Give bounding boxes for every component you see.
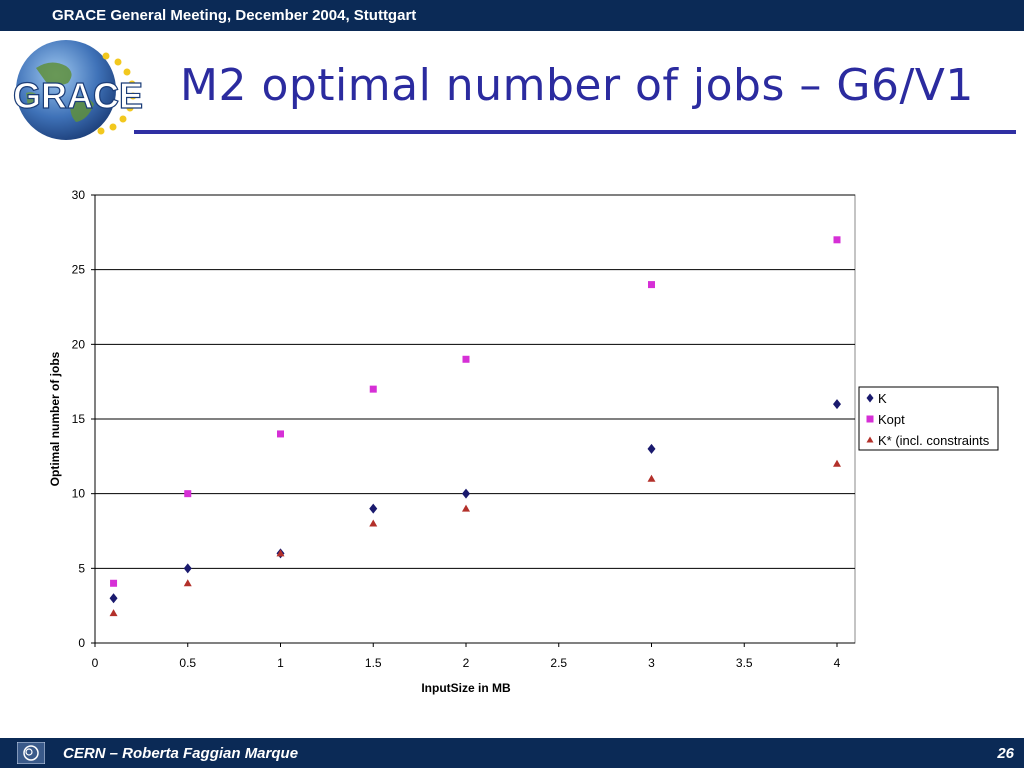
axes: 0 5 10 15 20 25 30 0 0.5 1 1.5 2 2.5 3 3.5 4	[72, 188, 855, 670]
page-number: 26	[997, 745, 1014, 762]
data-point-triangle	[183, 579, 192, 587]
logo-text: GRACE	[13, 75, 143, 116]
data-point-diamond	[369, 503, 378, 514]
data-point-triangle	[109, 609, 118, 617]
y-axis-label: Optimal number of jobs	[48, 351, 62, 486]
meeting-title: GRACE General Meeting, December 2004, St…	[52, 7, 417, 24]
data-point-triangle	[833, 459, 841, 467]
y-tick-label: 25	[72, 263, 86, 277]
data-point-diamond	[833, 399, 841, 410]
legend-label: K* (incl. constraints	[878, 433, 990, 448]
x-tick-label: 4	[834, 656, 841, 670]
x-tick-label: 0.5	[179, 656, 196, 670]
data-points	[109, 236, 841, 617]
legend-marker-square	[866, 415, 874, 423]
data-point-triangle	[462, 504, 470, 512]
legend-label: K	[878, 391, 887, 406]
legend-marker-triangle	[866, 436, 874, 443]
grace-logo: GRACE	[12, 40, 144, 140]
data-point-square	[184, 490, 192, 498]
data-point-square	[277, 430, 284, 438]
y-tick-label: 20	[72, 337, 86, 351]
grid-lines	[94, 194, 856, 644]
x-tick-label: 2	[463, 656, 470, 670]
y-tick-label: 0	[78, 636, 85, 650]
scatter-chart: 0 5 10 15 20 25 30 0 0.5 1 1.5 2 2.5 3 3.5 4 K Kopt K* (i…	[48, 188, 999, 695]
data-point-square	[833, 236, 841, 244]
footer-bar: CERN – Roberta Faggian Marque 26	[0, 738, 1024, 768]
legend-box	[858, 386, 999, 451]
data-point-triangle	[369, 519, 378, 527]
data-point-diamond	[183, 563, 192, 574]
x-tick-label: 0	[92, 656, 99, 670]
legend: K Kopt K* (incl. constraints	[858, 386, 999, 451]
data-point-diamond	[647, 443, 656, 454]
y-tick-label: 5	[78, 561, 85, 575]
cern-logo-icon	[17, 742, 45, 764]
y-tick-label: 10	[72, 487, 86, 501]
x-tick-label: 3.5	[736, 656, 753, 670]
title-divider	[134, 130, 1016, 134]
x-tick-label: 3	[648, 656, 655, 670]
x-tick-label: 1	[277, 656, 284, 670]
footer-author: CERN – Roberta Faggian Marque	[63, 745, 299, 762]
data-point-square	[462, 355, 470, 363]
data-point-square	[369, 385, 377, 393]
x-axis-label: InputSize in MB	[421, 681, 511, 695]
slide-title: M2 optimal number of jobs – G6/V1	[180, 60, 974, 111]
data-point-square	[648, 281, 655, 289]
y-tick-label: 30	[72, 188, 86, 202]
data-point-triangle	[647, 474, 656, 482]
data-point-square	[110, 579, 118, 587]
data-point-triangle	[276, 549, 285, 557]
y-tick-label: 15	[72, 412, 86, 426]
legend-label: Kopt	[878, 412, 905, 427]
legend-marker-diamond	[866, 393, 874, 403]
header-bar: GRACE General Meeting, December 2004, St…	[0, 0, 1024, 31]
data-point-diamond	[109, 593, 118, 604]
data-point-diamond	[462, 488, 470, 499]
x-tick-label: 1.5	[365, 656, 382, 670]
x-tick-label: 2.5	[550, 656, 567, 670]
